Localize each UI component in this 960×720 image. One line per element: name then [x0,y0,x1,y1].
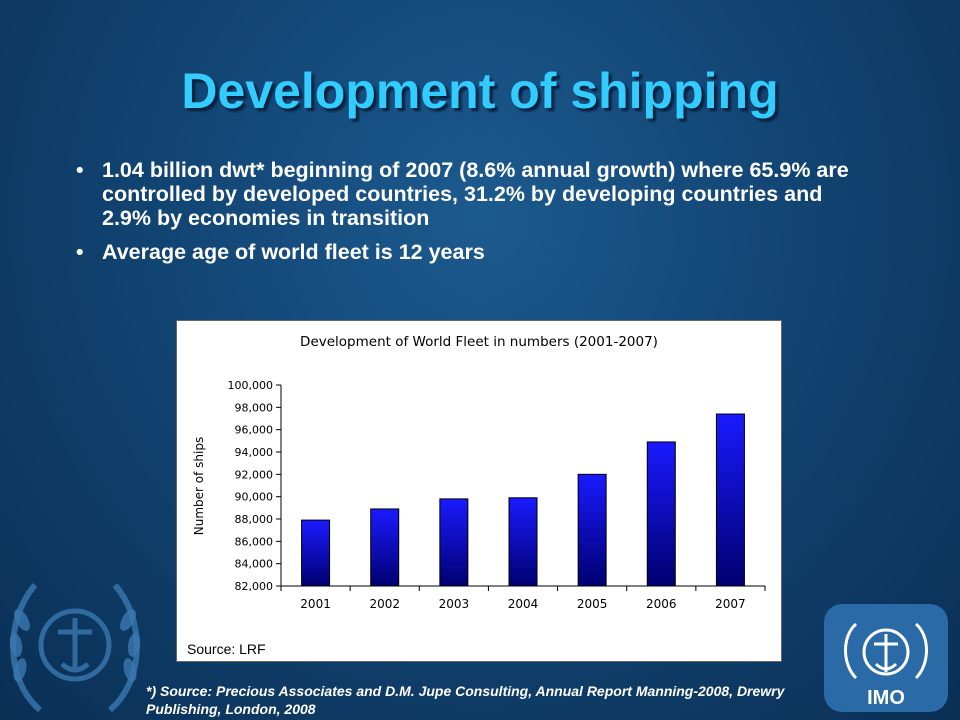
bullet-text: Average age of world fleet is 12 years [102,240,485,264]
y-tick-label: 82,000 [235,580,274,593]
x-tick-label: 2006 [646,597,677,611]
imo-logo-icon: IMO [824,604,948,712]
bar-chart: Development of World Fleet in numbers (2… [187,334,766,657]
slide-title: Development of shipping [181,63,779,119]
chart-source-label: Source: LRF [187,641,266,657]
bullet-item: • 1.04 billion dwt* beginning of 2007 (8… [72,158,862,230]
bullet-glyph: • [76,240,84,264]
y-tick-label: 94,000 [235,446,274,459]
plot-area: 82,000 84,000 86,000 88,000 90,000 92,000 94,0… [228,379,766,611]
un-wreath-emblem-icon [9,583,141,713]
bar-2007 [715,413,745,587]
footnote: *) Source: Precious Associates and D.M. … [146,683,785,717]
x-tick-label: 2001 [300,597,331,611]
y-tick-label: 88,000 [235,513,274,526]
y-tick-label: 86,000 [235,535,274,548]
chart-panel: Development of World Fleet in numbers (2… [176,320,782,662]
y-axis-label: Number of ships [192,437,206,535]
x-tick-label: 2004 [508,597,539,611]
x-tick-label: 2002 [369,597,400,611]
bullet-glyph: • [76,158,84,182]
bar-2002 [370,508,400,587]
y-tick-label: 98,000 [235,401,274,414]
x-tick-label: 2007 [715,597,746,611]
bar-2006 [646,441,676,587]
bullet-list: • 1.04 billion dwt* beginning of 2007 (8… [72,158,862,274]
y-tick-label: 96,000 [235,424,274,437]
y-tick-label: 84,000 [235,558,274,571]
y-tick-label: 90,000 [235,491,274,504]
chart-title: Development of World Fleet in numbers (2… [300,334,658,350]
bullet-text: 1.04 billion dwt* beginning of 2007 (8.6… [102,158,849,230]
bar-2005 [577,473,607,587]
bar-2003 [439,498,469,587]
bar-2004 [508,497,538,587]
bullet-item: • Average age of world fleet is 12 years [72,240,862,264]
x-tick-label: 2003 [439,597,470,611]
imo-logo-text: IMO [867,687,905,709]
bar-2001 [301,519,331,587]
x-tick-label: 2005 [577,597,608,611]
y-tick-label: 92,000 [235,468,274,481]
y-tick-label: 100,000 [228,379,274,392]
